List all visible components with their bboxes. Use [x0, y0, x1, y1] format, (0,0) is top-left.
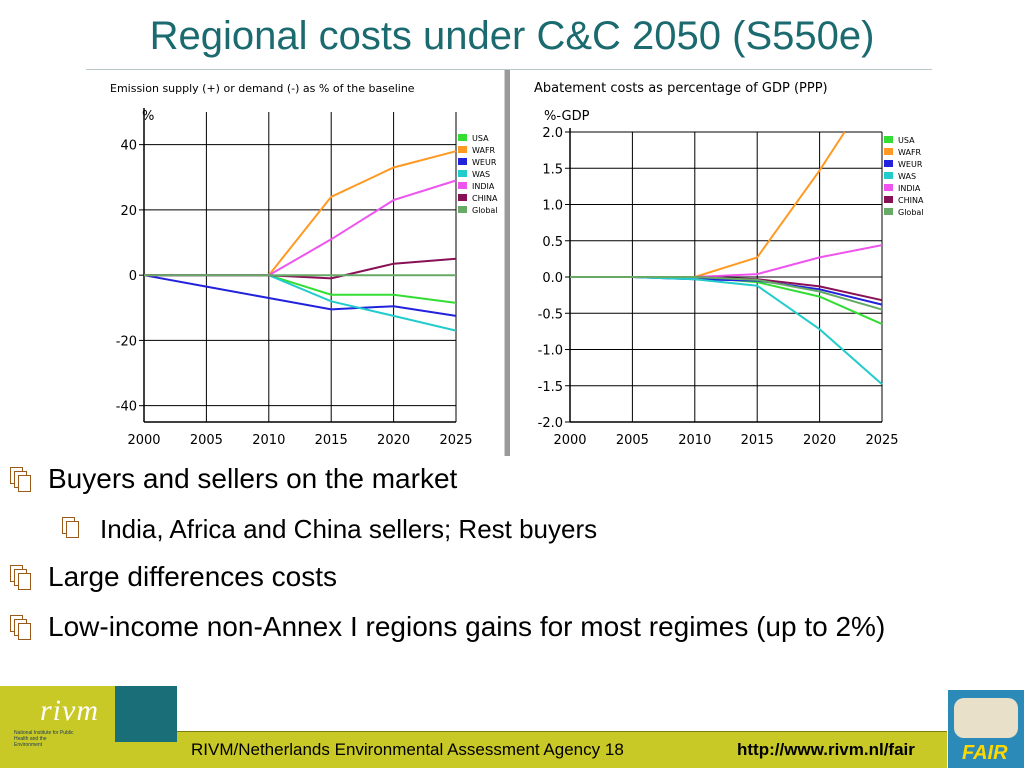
x-tick-label: 2015: [741, 433, 774, 448]
x-tick-label: 2005: [190, 433, 223, 448]
x-tick-label: 2015: [315, 433, 348, 448]
fair-logo: FAIR: [948, 690, 1024, 768]
legend-label: WAS: [898, 172, 916, 181]
chart-title: Abatement costs as percentage of GDP (PP…: [534, 81, 828, 96]
series-line-global: [570, 276, 883, 311]
bullet-text: Low-income non-Annex I regions gains for…: [48, 611, 886, 642]
legend-swatch: [884, 184, 893, 191]
logo-accent-block: [115, 686, 177, 742]
y-tick-label: 0: [129, 269, 137, 284]
y-tick-label: 20: [120, 204, 137, 219]
y-tick-label: 40: [120, 139, 137, 154]
y-tick-label: 2.0: [542, 126, 563, 141]
legend-label: WEUR: [898, 160, 923, 169]
legend-label: Global: [898, 208, 924, 217]
chart-title: Emission supply (+) or demand (-) as % o…: [110, 82, 415, 95]
y-axis-label: %-GDP: [544, 109, 590, 124]
x-tick-label: 2005: [616, 433, 649, 448]
y-tick-label: -1.0: [538, 344, 563, 359]
x-tick-label: 2010: [252, 433, 285, 448]
y-tick-label: -2.0: [538, 416, 563, 431]
emission-chart-panel: Emission supply (+) or demand (-) as % o…: [86, 70, 504, 456]
legend-label: WAFR: [472, 146, 496, 155]
y-tick-label: 0.5: [542, 235, 563, 250]
y-tick-label: 1.5: [542, 162, 563, 177]
y-axis-label: %: [142, 109, 154, 124]
legend-swatch: [884, 196, 893, 203]
series-line-india: [570, 244, 883, 278]
emission-chart: Emission supply (+) or demand (-) as % o…: [110, 82, 498, 448]
x-tick-label: 2010: [678, 433, 711, 448]
rivm-logo: rivm National Institute for Public Healt…: [0, 686, 177, 768]
legend-swatch: [458, 194, 467, 201]
legend-label: INDIA: [898, 184, 921, 193]
x-tick-label: 2000: [553, 433, 586, 448]
legend-swatch: [884, 148, 893, 155]
legend-label: CHINA: [898, 196, 924, 205]
legend-swatch: [458, 146, 467, 153]
footer-url-link[interactable]: http://www.rivm.nl/fair: [737, 740, 915, 759]
y-tick-label: 0.0: [542, 271, 563, 286]
legend-label: WEUR: [472, 158, 497, 167]
legend-label: Global: [472, 206, 498, 215]
footer-rule: [177, 731, 947, 732]
legend-swatch: [458, 206, 467, 213]
bullet-item: Large differences costs: [10, 560, 337, 594]
abatement-chart-panel: Abatement costs as percentage of GDP (PP…: [510, 70, 932, 456]
legend-swatch: [458, 158, 467, 165]
document-stack-icon: [10, 615, 32, 640]
legend-label: USA: [472, 134, 489, 143]
bullet-text: Buyers and sellers on the market: [48, 463, 458, 494]
legend-swatch: [458, 182, 467, 189]
series-line-india: [144, 179, 457, 277]
legend-swatch: [458, 170, 467, 177]
title-divider: [86, 69, 932, 70]
bullet-item: Low-income non-Annex I regions gains for…: [10, 610, 1010, 644]
legend-label: USA: [898, 136, 915, 145]
series-line-weur: [143, 274, 457, 317]
y-tick-label: -40: [116, 400, 137, 415]
legend-label: INDIA: [472, 182, 495, 191]
x-tick-label: 2000: [127, 433, 160, 448]
sub-bullet-item: India, Africa and China sellers; Rest bu…: [62, 512, 597, 546]
footer-bar: RIVM/Netherlands Environmental Assessmen…: [177, 731, 947, 768]
abatement-chart: Abatement costs as percentage of GDP (PP…: [534, 81, 924, 448]
logo-subtitle: National Institute for Public Health and…: [14, 730, 74, 748]
legend-label: CHINA: [472, 194, 498, 203]
x-tick-label: 2025: [865, 433, 898, 448]
bullet-text: Large differences costs: [48, 561, 337, 592]
x-tick-label: 2020: [803, 433, 836, 448]
legend-swatch: [884, 160, 893, 167]
legend-swatch: [884, 208, 893, 215]
legend-swatch: [884, 136, 893, 143]
logo-wordmark: rivm: [40, 694, 99, 727]
document-stack-icon: [62, 517, 84, 541]
fair-logo-text: FAIR: [962, 742, 1008, 764]
y-tick-label: -0.5: [538, 307, 563, 322]
y-tick-label: 1.0: [542, 199, 563, 214]
series-line-usa: [570, 276, 883, 326]
legend-swatch: [884, 172, 893, 179]
bullet-item: Buyers and sellers on the market: [10, 462, 457, 496]
y-tick-label: -1.5: [538, 380, 563, 395]
legend-label: WAFR: [898, 148, 922, 157]
y-tick-label: -20: [116, 334, 137, 349]
footer-agency: RIVM/Netherlands Environmental Assessmen…: [191, 740, 624, 759]
x-tick-label: 2020: [377, 433, 410, 448]
bullet-text: India, Africa and China sellers; Rest bu…: [100, 514, 598, 544]
document-stack-icon: [10, 467, 32, 492]
handshake-icon: [954, 698, 1018, 738]
x-tick-label: 2025: [439, 433, 472, 448]
slide-title: Regional costs under C&C 2050 (S550e): [149, 14, 875, 58]
legend-swatch: [458, 134, 467, 141]
document-stack-icon: [10, 565, 32, 590]
legend-label: WAS: [472, 170, 490, 179]
